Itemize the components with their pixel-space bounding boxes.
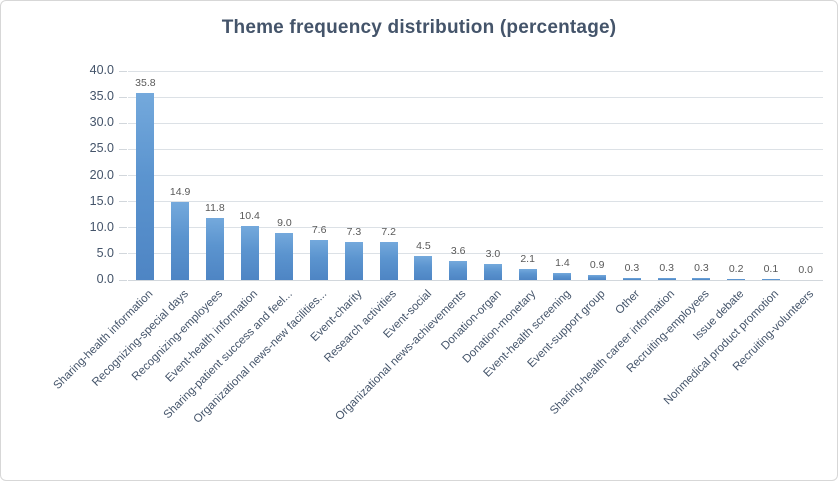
y-tick-label: 0.0 (96, 272, 114, 286)
bar-value-label: 0.9 (589, 259, 605, 272)
bar-value-label: 0.3 (659, 262, 674, 275)
bar (692, 278, 711, 280)
x-tick-label: Organizational news-achievements (333, 288, 469, 424)
y-tick-mark (119, 70, 127, 72)
bar-value-label: 3.0 (485, 248, 501, 261)
gridline (128, 122, 823, 124)
bar-value-label: 7.3 (346, 225, 362, 238)
x-tick-label: Sharing-patient success and feel... (161, 288, 295, 422)
bar-value-label: 7.2 (381, 226, 396, 239)
bar-value-label: 1.4 (555, 256, 570, 269)
bar-value-label: 0.0 (798, 264, 813, 276)
bar (483, 264, 502, 280)
bar (449, 261, 468, 280)
bar-value-label: 0.1 (763, 263, 779, 276)
y-tick-mark (119, 201, 127, 203)
bar (727, 279, 746, 280)
gridline (128, 96, 823, 98)
y-tick-label: 30.0 (89, 115, 114, 130)
gridline (128, 227, 823, 229)
bar (171, 202, 190, 280)
y-tick-mark (119, 122, 127, 124)
bar-value-label: 0.2 (728, 262, 744, 275)
bar (136, 93, 155, 280)
bar (240, 226, 259, 280)
bar (310, 240, 329, 280)
bar-value-label: 4.5 (416, 240, 431, 253)
bar-value-label: 14.9 (169, 186, 191, 199)
y-tick-label: 10.0 (89, 219, 114, 234)
bar (588, 275, 607, 280)
y-tick-label: 15.0 (89, 193, 114, 208)
bar (205, 218, 224, 280)
gridline (128, 148, 823, 150)
bar-value-label: 35.8 (135, 76, 156, 89)
y-tick-label: 40.0 (89, 63, 114, 77)
y-tick-mark (119, 96, 127, 98)
gridline (128, 70, 823, 72)
bar (553, 273, 572, 280)
bar-value-label: 2.1 (520, 253, 535, 266)
y-tick-label: 25.0 (89, 141, 114, 156)
bar (275, 233, 294, 280)
bar (344, 242, 363, 280)
plot-area: 0.0 5.0 10.0 15.0 20.0 25.0 30.0 35.0 40.0 35.8 14… (90, 63, 823, 286)
bar-value-label: 0.3 (694, 262, 709, 275)
gridline (128, 201, 823, 203)
bar (518, 269, 537, 280)
gridline (128, 175, 823, 176)
bar-value-label: 7.6 (311, 224, 327, 237)
y-tick-label: 5.0 (96, 245, 114, 260)
bar (379, 242, 398, 280)
y-tick-label: 35.0 (89, 89, 114, 104)
y-tick-mark (119, 227, 127, 229)
y-tick-mark (119, 148, 127, 150)
y-tick-mark (119, 279, 127, 281)
bar (657, 278, 676, 280)
bar (622, 278, 641, 280)
bar-value-label: 3.6 (450, 245, 466, 258)
bar-value-label: 11.8 (205, 202, 225, 215)
bar-value-label: 9.0 (277, 216, 292, 229)
gridline (128, 253, 823, 255)
y-tick-mark (119, 175, 127, 176)
bar-value-label: 10.4 (239, 209, 260, 222)
x-tick-label: Other (613, 288, 643, 317)
bar (761, 279, 780, 280)
y-tick-label: 20.0 (89, 167, 114, 182)
bar (414, 256, 433, 280)
chart-title: Theme frequency distribution (percentage… (221, 17, 617, 38)
bar-value-label: 0.3 (624, 262, 640, 275)
y-tick-mark (119, 253, 127, 255)
x-axis-line (128, 279, 823, 281)
